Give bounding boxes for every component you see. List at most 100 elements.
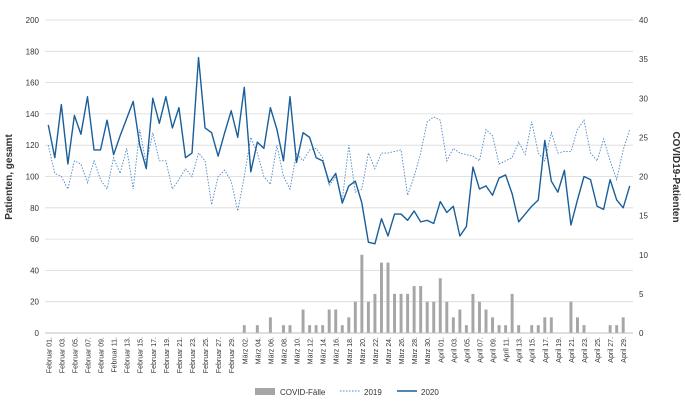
x-tick-label: März 08.: [281, 337, 288, 364]
covid-bar: [268, 317, 272, 333]
covid-bar: [569, 301, 573, 333]
x-tick-label: April 05.: [464, 337, 471, 363]
y-tick-right: 40: [639, 16, 648, 25]
y-tick-left: 40: [30, 266, 39, 275]
covid-bar: [386, 262, 390, 333]
covid-bar: [582, 325, 586, 333]
x-tick-label: März 26.: [399, 337, 406, 364]
covid-bar: [549, 317, 553, 333]
x-tick-label: Februar 21.: [177, 337, 184, 373]
x-tick-label: April 27.: [608, 337, 615, 363]
x-tick-label: März 02.: [242, 337, 249, 364]
x-tick-label: Februar 15.: [138, 337, 145, 373]
covid-bar: [425, 301, 429, 333]
x-tick-label: April 09.: [491, 337, 498, 363]
y-axis-right-ticks: 0 5 10 15 20 25 30 35 40: [639, 16, 648, 338]
covid-bar: [504, 325, 508, 333]
x-tick-label: Februar 09.: [99, 337, 106, 373]
x-tick-label: April 19.: [556, 337, 563, 363]
covid-bar: [242, 325, 246, 333]
x-tick-label: März 04.: [255, 337, 262, 364]
y-tick-left: 180: [26, 47, 40, 56]
covid-bar: [608, 325, 612, 333]
x-tick-label: Februar 25.: [203, 337, 210, 373]
covid-bar: [477, 301, 481, 333]
y-tick-right: 15: [639, 212, 648, 221]
covid-bar: [419, 286, 423, 333]
y-tick-left: 160: [26, 79, 40, 88]
x-tick-label: April 11.: [504, 337, 511, 362]
covid-bar: [530, 325, 534, 333]
x-tick-label: Februar 29.: [229, 337, 236, 373]
covid-bar: [432, 301, 436, 333]
y-tick-right: 20: [639, 173, 648, 182]
x-tick-label: März 16.: [334, 337, 341, 364]
x-tick-label: März 30.: [425, 337, 432, 364]
y-tick-left: 60: [30, 235, 39, 244]
x-tick-label: Februar 19.: [164, 337, 171, 373]
x-tick-label: März 22.: [373, 337, 380, 364]
series-2020-line: [47, 56, 631, 245]
covid-bar: [308, 325, 312, 333]
covid-bar: [451, 317, 455, 333]
y-axis-right-label: COVID19-Patienten: [670, 131, 681, 222]
y-tick-left: 80: [30, 204, 39, 213]
covid-bar: [536, 325, 540, 333]
covid-bar: [412, 286, 416, 333]
x-tick-label: Februar 27.: [216, 337, 223, 373]
x-axis-ticks: Februar 01. Februar 03. Februar 05. Februar…: [46, 337, 628, 373]
covid-bar: [543, 317, 547, 333]
covid-bar: [471, 293, 475, 333]
covid-bar: [321, 325, 325, 333]
x-tick-label: April 21.: [569, 337, 576, 363]
covid-bar: [438, 278, 442, 333]
y-tick-right: 5: [639, 290, 644, 299]
y-tick-left: 140: [26, 110, 40, 119]
covid-bar: [575, 317, 579, 333]
covid-bar: [464, 325, 468, 333]
x-tick-label: März 24.: [386, 337, 393, 364]
y-tick-left: 20: [30, 298, 39, 307]
covid-bar: [517, 325, 521, 333]
covid-bar: [379, 262, 383, 333]
y-tick-right: 25: [639, 133, 648, 142]
x-tick-label: März 12.: [308, 337, 315, 364]
x-tick-label: März 18.: [347, 337, 354, 364]
covid-bar: [621, 317, 625, 333]
legend-swatch-covid: [255, 388, 275, 395]
x-tick-label: März 10.: [295, 337, 302, 364]
y-tick-right: 30: [639, 94, 648, 103]
x-tick-label: Februar 23.: [190, 337, 197, 373]
covid-bar: [327, 309, 331, 333]
covid-bar: [484, 309, 488, 333]
covid-bar: [373, 293, 377, 333]
x-tick-label: Februar 03.: [59, 337, 66, 373]
y-tick-left: 100: [26, 173, 40, 182]
x-tick-label: April 13.: [517, 337, 524, 363]
covid-bar: [255, 325, 259, 333]
legend-label-2019: 2019: [364, 388, 382, 397]
x-tick-label: Februar 01.: [46, 337, 53, 373]
covid-bar: [393, 293, 397, 333]
x-tick-label: März 20.: [360, 337, 367, 364]
y-axis-left-label: Patienten, gesamt: [4, 134, 15, 220]
covid-bar: [360, 254, 364, 333]
covid-bar: [399, 293, 403, 333]
covid-bar: [445, 301, 449, 333]
y-tick-left: 200: [26, 16, 40, 25]
covid-bar: [301, 309, 305, 333]
covid-bar: [340, 325, 344, 333]
x-tick-label: April 25.: [595, 337, 602, 363]
covid-bar: [347, 317, 351, 333]
covid-bar: [366, 301, 370, 333]
y-axis-left-ticks: 0 20 40 60 80 100 120 140 160 180 200: [26, 16, 40, 338]
x-tick-label: März 06.: [268, 337, 275, 364]
x-tick-label: Februar 07.: [85, 337, 92, 373]
x-tick-label: April 29.: [621, 337, 628, 363]
x-tick-label: Februar 05.: [72, 337, 79, 373]
covid-bar: [288, 325, 292, 333]
x-tick-label: April 07.: [477, 337, 484, 363]
covid-bar: [510, 293, 514, 333]
y-tick-left: 120: [26, 141, 40, 150]
covid-bar: [334, 309, 338, 333]
